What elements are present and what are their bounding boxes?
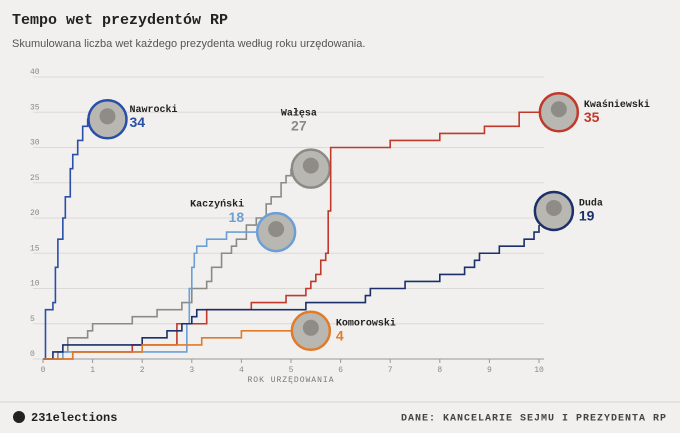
- series-name: Duda: [579, 198, 603, 210]
- y-tick-label: 15: [30, 244, 40, 253]
- avatar-face: [302, 319, 319, 336]
- x-tick-label: 10: [534, 366, 544, 375]
- series-line: [43, 118, 93, 360]
- x-axis-label: ROK URZĘDOWANIA: [247, 376, 334, 385]
- series-name: Kwaśniewski: [584, 99, 650, 111]
- y-tick-label: 20: [30, 209, 40, 218]
- series-name: Komorowski: [336, 317, 396, 329]
- y-tick-label: 30: [30, 139, 40, 148]
- x-tick-label: 5: [289, 366, 294, 375]
- avatar-face: [99, 108, 116, 125]
- value-label: 27: [291, 117, 307, 133]
- x-tick-label: 0: [41, 366, 46, 375]
- series-line: [43, 225, 540, 360]
- brand-logo: [13, 411, 25, 423]
- chart-subtitle: Skumulowana liczba wet każdego prezydent…: [12, 38, 365, 50]
- y-tick-label: 10: [30, 280, 40, 289]
- y-tick-label: 35: [30, 103, 40, 112]
- footer-brand: 231elections: [31, 411, 117, 425]
- x-tick-label: 1: [90, 366, 95, 375]
- x-tick-label: 2: [140, 366, 145, 375]
- value-label: 19: [579, 208, 595, 224]
- value-label: 4: [336, 328, 344, 344]
- y-tick-label: 5: [30, 315, 35, 324]
- series-line: [43, 111, 539, 360]
- x-tick-label: 6: [338, 366, 343, 375]
- x-tick-label: 8: [437, 366, 442, 375]
- y-tick-label: 0: [30, 350, 35, 359]
- x-tick-label: 4: [239, 366, 244, 375]
- avatar-face: [268, 221, 285, 238]
- series-name: Wałęsa: [281, 107, 317, 119]
- x-tick-label: 7: [388, 366, 393, 375]
- y-tick-label: 25: [30, 174, 40, 183]
- series-line: [43, 231, 272, 360]
- avatar-face: [545, 199, 562, 216]
- value-label: 34: [129, 114, 145, 130]
- footer-source: DANE: KANCELARIE SEJMU I PREZYDENTA RP: [401, 414, 667, 425]
- x-tick-label: 3: [189, 366, 194, 375]
- y-tick-label: 40: [30, 68, 40, 77]
- x-tick-label: 9: [487, 366, 492, 375]
- series-line: [43, 168, 292, 360]
- chart-title: Tempo wet prezydentów RP: [12, 12, 228, 29]
- series-line: [43, 330, 291, 360]
- value-label: 18: [229, 209, 245, 225]
- series-name: Kaczyński: [190, 199, 244, 211]
- avatar-face: [302, 157, 319, 174]
- avatar-face: [550, 101, 567, 118]
- value-label: 35: [584, 109, 600, 125]
- series-name: Nawrocki: [129, 104, 177, 116]
